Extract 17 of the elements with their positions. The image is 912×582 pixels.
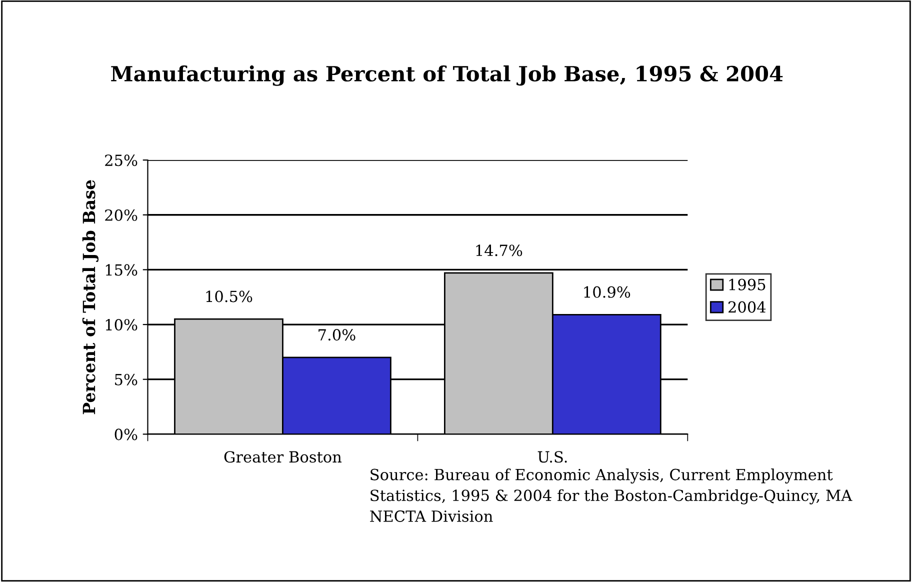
y-tick-label: 0% <box>114 428 138 440</box>
y-tick-label: 10% <box>106 318 138 331</box>
x-tick-label: U.S. <box>538 451 567 463</box>
data-label: 14.7% <box>476 244 522 256</box>
y-tick-label: 25% <box>105 154 138 166</box>
chart-title: Manufacturing as Percent of Total Job Base, 1995 & 2004 <box>111 65 783 86</box>
x-tick-label: Greater Boston <box>224 451 342 463</box>
source-note: Source: Bureau of Economic Analysis, Current Employment Statistics, 1995 & 2004 for the Boston-Cambridge-Quincy, MA NECTA Division <box>370 468 852 522</box>
data-label: 10.9% <box>584 286 630 298</box>
y-axis-title: Percent of Total Job Base <box>82 180 99 414</box>
y-tick-label: 15% <box>106 264 138 276</box>
data-label: 7.0% <box>318 329 356 341</box>
y-tick-label: 20% <box>105 209 138 221</box>
legend-label: 1995 <box>729 278 766 290</box>
legend-label: 2004 <box>728 301 766 313</box>
data-label: 10.5% <box>206 290 252 302</box>
y-tick-label: 5% <box>115 374 138 386</box>
